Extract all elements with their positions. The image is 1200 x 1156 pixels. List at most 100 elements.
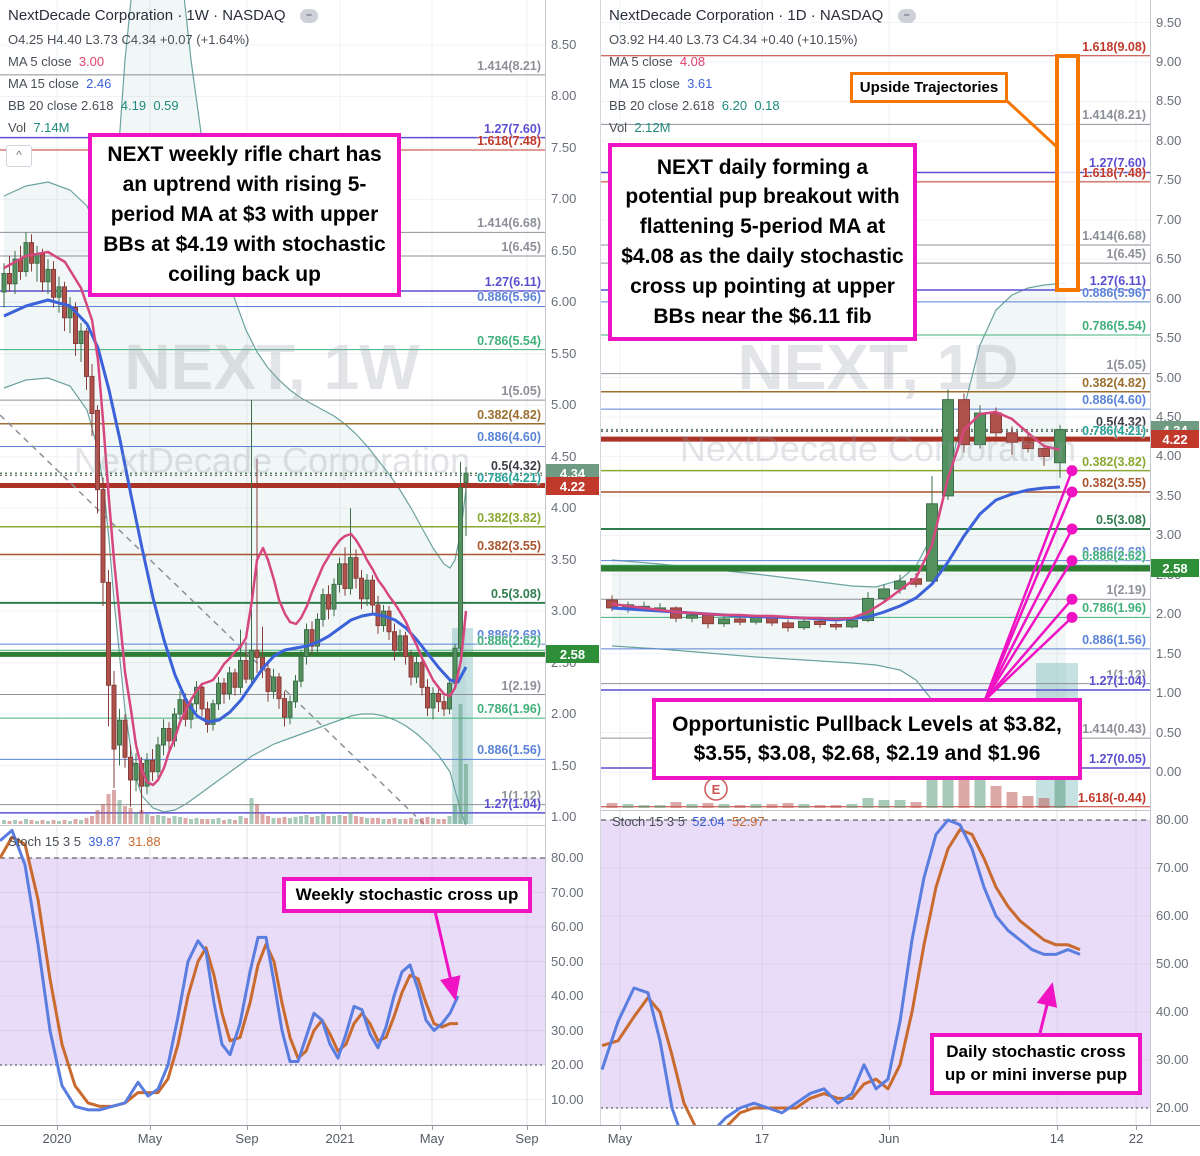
time-axis-tick (527, 1125, 528, 1130)
chevron-up-button[interactable]: ^ (6, 145, 32, 167)
volume-bar (216, 818, 221, 824)
price-tick: 5.00 (551, 397, 577, 413)
weekly-stoch-annotation-box[interactable]: Weekly stochastic cross up (282, 877, 532, 913)
daily-stoch-annotation-box[interactable]: Daily stochastic cross up or mini invers… (930, 1033, 1142, 1095)
candle-body (430, 692, 436, 709)
fib-label: 1.414(6.68) (1082, 229, 1146, 244)
volume-bar (750, 804, 762, 808)
daily-stoch-d: 52.97 (732, 814, 765, 829)
volume-bar (718, 804, 730, 808)
weekly-ma5-label[interactable]: MA 5 close (8, 54, 72, 69)
candle-body (117, 719, 122, 746)
volume-bar (95, 810, 100, 824)
candle-body (403, 635, 408, 657)
time-axis-tick (432, 1125, 433, 1130)
daily-ma15-label[interactable]: MA 15 close (609, 76, 680, 91)
daily-ma5-label[interactable]: MA 5 close (609, 54, 673, 69)
fib-label: 1.27(7.60) (1089, 156, 1146, 171)
weekly-ma15-label[interactable]: MA 15 close (8, 76, 79, 91)
volume-bar (145, 814, 149, 824)
daily-price-chart[interactable]: E (601, 0, 1150, 811)
weekly-header: NextDecade Corporation · 1W · NASDAQ – O… (8, 8, 319, 135)
fib-label: 0.886(4.60) (477, 430, 541, 445)
daily-collapse-icon[interactable]: – (897, 8, 916, 23)
volume-bar (299, 816, 303, 824)
volume-bar (1022, 796, 1034, 808)
candle-body (702, 614, 714, 625)
time-axis-label: Jun (878, 1131, 900, 1146)
candle-body (348, 557, 353, 589)
right-axis-divider (1150, 0, 1151, 1126)
price-badge: 4.22 (1151, 430, 1199, 449)
stoch-tick: 30.00 (1156, 1052, 1189, 1067)
time-axis-tick (889, 1125, 890, 1130)
candle-body (381, 610, 386, 627)
time-axis-label: May (137, 1131, 163, 1146)
volume-bar (326, 816, 331, 824)
time-axis-label: May (419, 1131, 445, 1146)
weekly-annotation-box[interactable]: NEXT weekly rifle chart has an uptrend w… (88, 133, 401, 297)
candle-body (958, 399, 970, 446)
pullback-arrow (983, 559, 1074, 701)
daily-annotation-box[interactable]: NEXT daily forming a potential pup break… (608, 143, 917, 341)
volume-bar (84, 818, 89, 824)
volume-bar (425, 817, 430, 824)
volume-bar (894, 800, 906, 808)
candle-body (1022, 441, 1034, 450)
daily-pane-split[interactable] (601, 810, 1150, 811)
fib-label: 0.886(4.60) (1082, 393, 1146, 408)
price-tick: 8.00 (551, 88, 577, 104)
candle-body (392, 631, 397, 651)
volume-bar (766, 804, 778, 808)
price-tick: 2.00 (1156, 606, 1182, 622)
price-tick: 3.00 (551, 603, 577, 619)
candle-body (78, 330, 84, 345)
time-axis-label: 2021 (325, 1131, 355, 1146)
candle-body (414, 662, 419, 678)
weekly-stoch-legend[interactable]: Stoch 15 3 5 39.87 31.88 (8, 834, 161, 849)
candle-body (249, 649, 254, 680)
weekly-collapse-icon[interactable]: – (300, 8, 319, 23)
volume-bar (686, 804, 698, 808)
price-tick: 1.00 (551, 809, 577, 824)
volume-bar (73, 819, 78, 824)
candle-body (106, 581, 111, 686)
fib-label: 0.786(4.21) (1082, 423, 1146, 438)
fib-label: 0.886(2.62) (1082, 549, 1146, 564)
time-axis-tick (150, 1125, 151, 1130)
daily-bb-label[interactable]: BB 20 close 2.618 (609, 98, 715, 113)
daily-vol-label[interactable]: Vol (609, 120, 628, 135)
weekly-stochastic-pane[interactable] (0, 826, 545, 1126)
candle-body (216, 682, 221, 705)
daily-stoch-legend[interactable]: Stoch 15 3 5 52.04 52.97 (612, 814, 765, 829)
candle-body (878, 588, 890, 599)
fib-label: 0.5(4.32) (1095, 415, 1146, 430)
fib-label: 1.414(0.43) (1082, 722, 1146, 737)
candle-body (463, 472, 469, 483)
price-tick: 5.50 (1156, 330, 1182, 346)
daily-bb-lower: 0.18 (754, 98, 780, 113)
weekly-pane-split[interactable] (0, 825, 545, 826)
candle-body (798, 620, 810, 629)
volume-bar (958, 763, 970, 808)
fib-label: 0.886(2.68) (477, 628, 541, 643)
stoch-annotation-arrow (433, 910, 461, 1001)
price-tick: 1.50 (551, 757, 577, 773)
weekly-bb-label[interactable]: BB 20 close 2.618 (8, 98, 114, 113)
volume-bar (846, 804, 858, 808)
weekly-vol-label[interactable]: Vol (8, 120, 27, 135)
upside-trajectories-label[interactable]: Upside Trajectories (850, 72, 1008, 103)
volume-bar (277, 818, 281, 824)
candle-body (364, 579, 370, 600)
fib-label: 1.27(6.11) (484, 275, 541, 289)
time-axis-label: Sep (235, 1131, 259, 1146)
pullback-levels-box[interactable]: Opportunistic Pullback Levels at $3.82, … (652, 698, 1082, 780)
stoch-tick: 30.00 (551, 1022, 584, 1038)
stoch-tick: 60.00 (1156, 908, 1189, 923)
fib-label: 1(1.12) (1106, 667, 1146, 682)
stoch-tick: 20.00 (1156, 1100, 1189, 1115)
pullback-levels-text: Opportunistic Pullback Levels at $3.82, … (672, 712, 1062, 765)
left-axis-divider (545, 0, 546, 1126)
candle-body (359, 577, 364, 600)
price-tick: 3.50 (551, 551, 577, 567)
